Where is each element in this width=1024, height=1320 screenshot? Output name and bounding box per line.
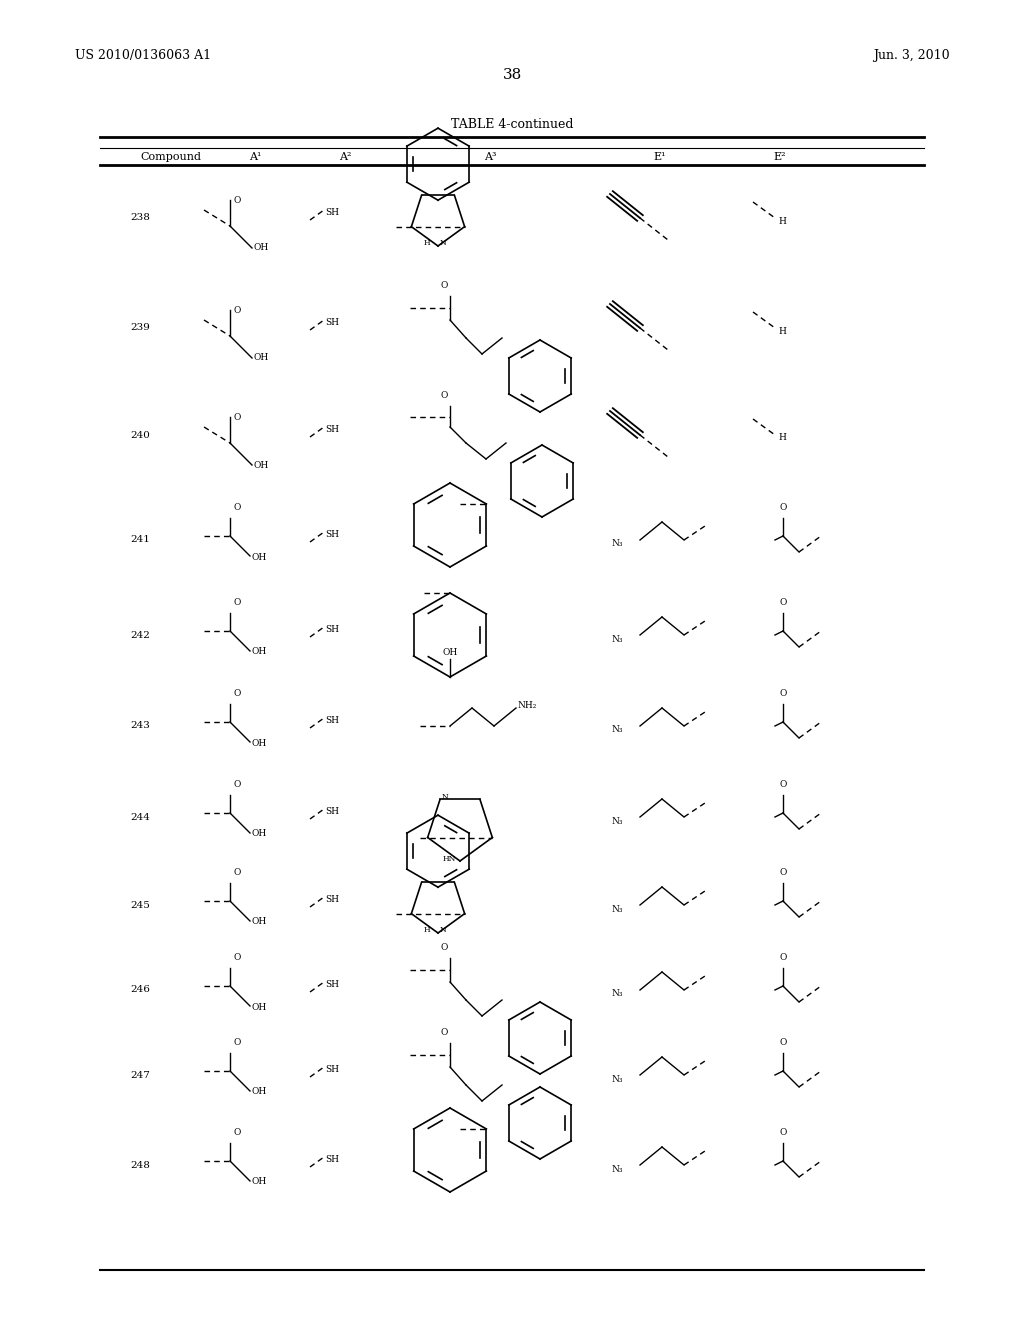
- Text: OH: OH: [251, 1177, 266, 1187]
- Text: 243: 243: [130, 722, 150, 730]
- Text: N: N: [440, 927, 446, 935]
- Text: 247: 247: [130, 1071, 150, 1080]
- Text: O: O: [779, 953, 786, 962]
- Text: A³: A³: [483, 152, 497, 162]
- Text: O: O: [779, 1038, 786, 1047]
- Text: O: O: [233, 195, 241, 205]
- Text: SH: SH: [325, 318, 339, 327]
- Text: OH: OH: [251, 917, 266, 927]
- Text: OH: OH: [442, 648, 458, 657]
- Text: O: O: [779, 689, 786, 698]
- Text: O: O: [779, 1129, 786, 1137]
- Text: O: O: [779, 780, 786, 789]
- Text: TABLE 4-continued: TABLE 4-continued: [451, 119, 573, 132]
- Text: NH₂: NH₂: [518, 701, 538, 710]
- Text: OH: OH: [253, 243, 268, 252]
- Text: SH: SH: [325, 531, 339, 539]
- Text: N: N: [442, 793, 449, 801]
- Text: N₃: N₃: [612, 540, 624, 549]
- Text: 245: 245: [130, 900, 150, 909]
- Text: N₃: N₃: [612, 904, 624, 913]
- Text: O: O: [233, 1038, 241, 1047]
- Text: O: O: [233, 503, 241, 512]
- Text: O: O: [233, 306, 241, 315]
- Text: H: H: [778, 326, 785, 335]
- Text: SH: SH: [325, 425, 339, 434]
- Text: OH: OH: [251, 553, 266, 561]
- Text: N₃: N₃: [612, 1074, 624, 1084]
- Text: O: O: [233, 869, 241, 876]
- Text: OH: OH: [251, 648, 266, 656]
- Text: O: O: [233, 780, 241, 789]
- Text: SH: SH: [325, 209, 339, 216]
- Text: HN: HN: [442, 855, 456, 863]
- Text: A¹: A¹: [249, 152, 261, 162]
- Text: O: O: [440, 1028, 449, 1038]
- Text: N₃: N₃: [612, 635, 624, 644]
- Text: 240: 240: [130, 430, 150, 440]
- Text: 248: 248: [130, 1160, 150, 1170]
- Text: SH: SH: [325, 979, 339, 989]
- Text: Jun. 3, 2010: Jun. 3, 2010: [873, 49, 950, 62]
- Text: H: H: [778, 433, 785, 442]
- Text: 38: 38: [503, 69, 521, 82]
- Text: O: O: [233, 598, 241, 607]
- Text: OH: OH: [251, 738, 266, 747]
- Text: N₃: N₃: [612, 1164, 624, 1173]
- Text: H: H: [423, 239, 430, 247]
- Text: O: O: [233, 1129, 241, 1137]
- Text: SH: SH: [325, 807, 339, 816]
- Text: H: H: [423, 927, 430, 935]
- Text: O: O: [440, 942, 449, 952]
- Text: OH: OH: [251, 1002, 266, 1011]
- Text: SH: SH: [325, 624, 339, 634]
- Text: US 2010/0136063 A1: US 2010/0136063 A1: [75, 49, 211, 62]
- Text: O: O: [779, 503, 786, 512]
- Text: N₃: N₃: [612, 817, 624, 825]
- Text: E¹: E¹: [653, 152, 667, 162]
- Text: 244: 244: [130, 813, 150, 821]
- Text: 239: 239: [130, 323, 150, 333]
- Text: O: O: [440, 281, 449, 290]
- Text: 241: 241: [130, 536, 150, 544]
- Text: OH: OH: [251, 1088, 266, 1097]
- Text: 242: 242: [130, 631, 150, 639]
- Text: O: O: [779, 869, 786, 876]
- Text: Compound: Compound: [140, 152, 201, 162]
- Text: SH: SH: [325, 715, 339, 725]
- Text: 238: 238: [130, 214, 150, 223]
- Text: H: H: [778, 216, 785, 226]
- Text: O: O: [779, 598, 786, 607]
- Text: O: O: [233, 953, 241, 962]
- Text: SH: SH: [325, 895, 339, 904]
- Text: N: N: [440, 239, 446, 247]
- Text: O: O: [440, 391, 449, 400]
- Text: SH: SH: [325, 1155, 339, 1164]
- Text: OH: OH: [253, 461, 268, 470]
- Text: N₃: N₃: [612, 990, 624, 998]
- Text: OH: OH: [251, 829, 266, 838]
- Text: E²: E²: [774, 152, 786, 162]
- Text: O: O: [233, 413, 241, 422]
- Text: SH: SH: [325, 1065, 339, 1074]
- Text: 246: 246: [130, 986, 150, 994]
- Text: OH: OH: [253, 354, 268, 363]
- Text: N₃: N₃: [612, 726, 624, 734]
- Text: O: O: [233, 689, 241, 698]
- Text: A²: A²: [339, 152, 351, 162]
